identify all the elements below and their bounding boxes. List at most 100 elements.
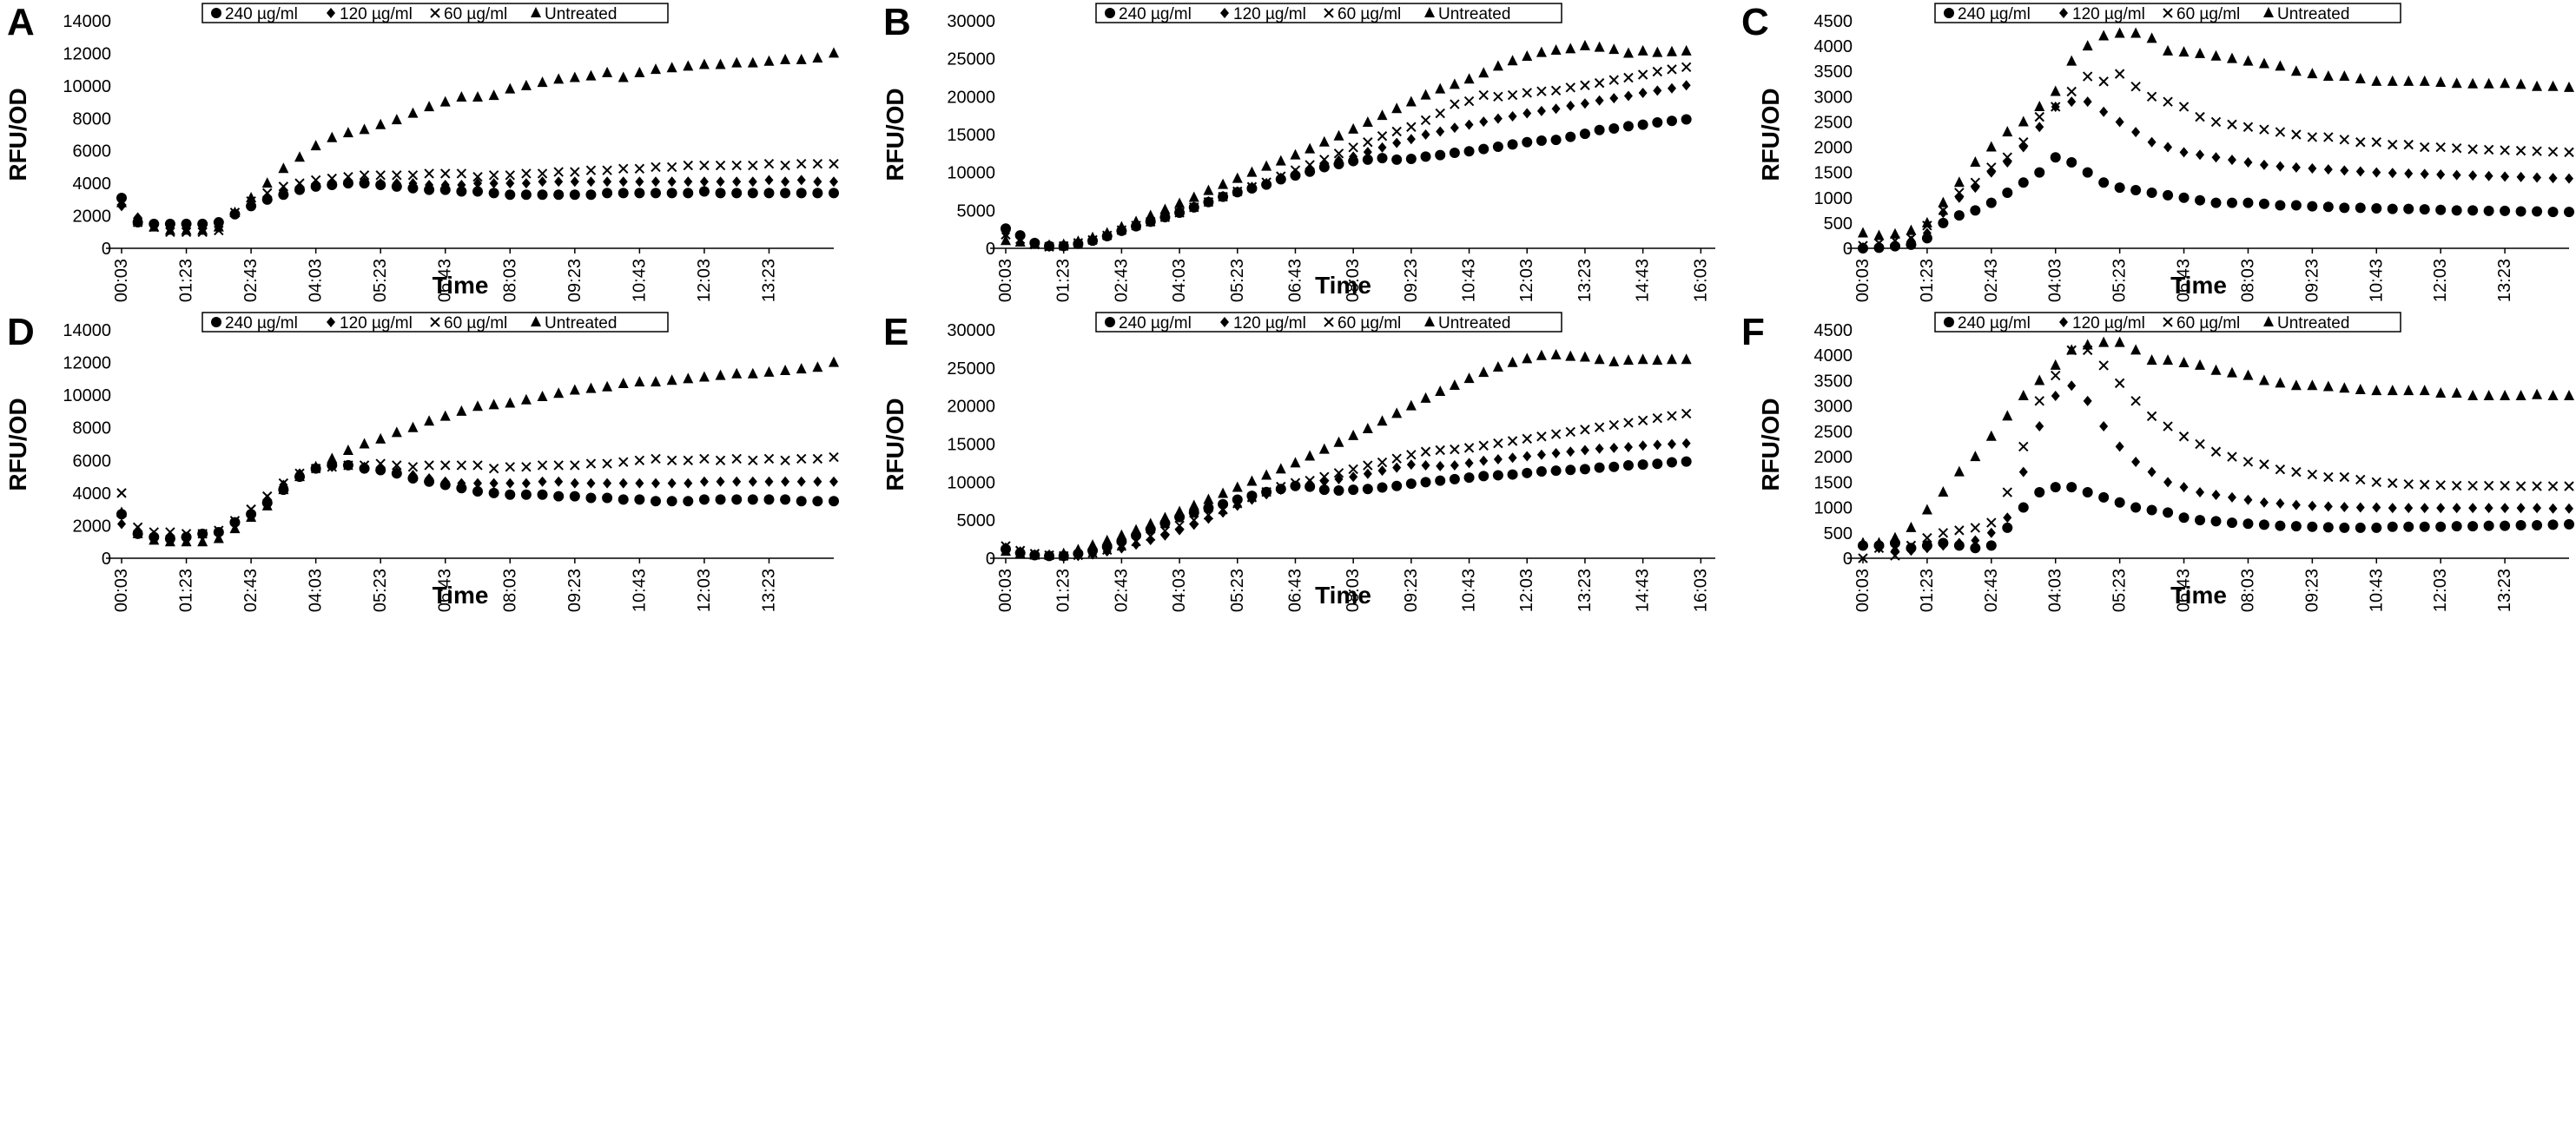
x-tick-label: 10:43 bbox=[2367, 569, 2386, 612]
data-point-triangle bbox=[310, 140, 321, 151]
data-point-circle bbox=[651, 496, 661, 507]
data-point-circle bbox=[780, 494, 791, 505]
data-point-circle bbox=[1478, 471, 1489, 482]
y-axis-title: RFU/OD bbox=[1757, 398, 1784, 491]
data-point-diamond bbox=[2355, 166, 2365, 177]
series-diamond bbox=[117, 175, 838, 234]
data-point-diamond bbox=[1623, 90, 1633, 102]
data-point-circle bbox=[1565, 464, 1576, 476]
data-point-cross bbox=[585, 458, 597, 470]
data-point-triangle bbox=[2210, 49, 2222, 61]
data-point-circle bbox=[2146, 187, 2157, 198]
data-point-diamond bbox=[2211, 489, 2221, 500]
data-point-diamond bbox=[1667, 438, 1676, 450]
data-point-diamond bbox=[684, 478, 693, 489]
x-tick-label: 12:03 bbox=[1517, 569, 1536, 612]
data-point-circle bbox=[618, 188, 629, 199]
data-point-diamond bbox=[2131, 456, 2141, 467]
data-point-circle bbox=[2322, 201, 2334, 213]
data-point-cross bbox=[2515, 481, 2526, 492]
data-point-triangle bbox=[1985, 430, 1997, 441]
data-point-diamond bbox=[2372, 167, 2381, 178]
chart-legend: 240 µg/ml 120 µg/ml 60 µg/ml Untreated bbox=[201, 3, 669, 23]
legend-label: 60 µg/ml bbox=[444, 5, 507, 23]
data-point-cross bbox=[666, 455, 677, 466]
series-diamond bbox=[117, 459, 838, 543]
y-tick-label: 0 bbox=[102, 550, 111, 569]
data-point-cross bbox=[424, 459, 435, 471]
data-point-circle bbox=[537, 489, 548, 500]
data-point-triangle bbox=[1507, 55, 1518, 66]
x-tick-label: 10:43 bbox=[630, 259, 649, 302]
data-point-triangle bbox=[2082, 339, 2093, 350]
data-point-triangle bbox=[2532, 388, 2543, 399]
data-point-cross bbox=[2290, 466, 2302, 478]
data-point-circle bbox=[634, 494, 645, 505]
data-point-circle bbox=[1435, 475, 1446, 486]
data-point-cross bbox=[1594, 422, 1605, 433]
legend-label: 240 µg/ml bbox=[1119, 314, 1192, 333]
x-tick-label: 13:23 bbox=[1575, 569, 1595, 612]
data-point-diamond bbox=[2099, 421, 2109, 432]
data-point-diamond bbox=[2003, 157, 2012, 168]
data-point-triangle bbox=[2050, 85, 2061, 96]
data-point-circle bbox=[2500, 205, 2511, 216]
data-point-circle bbox=[553, 491, 565, 502]
data-point-diamond bbox=[829, 476, 838, 487]
x-tick-label: 00:03 bbox=[996, 569, 1015, 612]
data-point-cross bbox=[1348, 142, 1359, 153]
data-point-cross bbox=[2547, 146, 2559, 157]
data-point-cross bbox=[2163, 96, 2174, 108]
data-point-triangle bbox=[1174, 505, 1186, 517]
data-point-circle bbox=[1405, 153, 1417, 164]
data-point-circle bbox=[1362, 484, 1373, 495]
data-point-cross bbox=[2435, 142, 2447, 153]
data-point-triangle bbox=[1637, 353, 1648, 365]
x-tick-label: 01:23 bbox=[1054, 569, 1073, 612]
data-point-cross bbox=[2322, 471, 2334, 483]
y-tick-label: 3500 bbox=[1814, 372, 1853, 391]
legend-label: 120 µg/ml bbox=[1233, 5, 1306, 23]
data-point-triangle bbox=[715, 58, 726, 69]
data-point-diamond bbox=[586, 478, 596, 489]
data-point-cross bbox=[812, 158, 823, 169]
data-point-triangle bbox=[2098, 336, 2110, 347]
data-point-circle bbox=[2210, 516, 2222, 527]
y-tick-label: 0 bbox=[1843, 240, 1853, 259]
data-point-cross bbox=[2339, 471, 2350, 483]
data-point-cross bbox=[1970, 522, 1981, 533]
data-point-circle bbox=[1507, 139, 1518, 150]
data-point-diamond bbox=[781, 176, 790, 188]
data-point-triangle bbox=[1305, 142, 1316, 154]
data-point-circle bbox=[634, 188, 645, 199]
data-point-triangle bbox=[294, 151, 305, 162]
data-point-cross bbox=[1492, 91, 1503, 102]
y-tick-label: 6000 bbox=[73, 451, 112, 471]
data-point-triangle bbox=[391, 426, 402, 438]
data-point-triangle bbox=[1305, 450, 1316, 461]
chart-panel-a: A 0 2000 4000 6000 8000 10000 12000 14000 00:03 01… bbox=[4, 1, 839, 302]
x-tick-label: 08:03 bbox=[1344, 259, 1363, 302]
data-point-triangle bbox=[1970, 156, 1981, 168]
y-tick-label: 8000 bbox=[73, 109, 112, 128]
y-axis-title: RFU/OD bbox=[4, 88, 31, 181]
data-point-circle bbox=[1333, 484, 1344, 496]
data-point-circle bbox=[2564, 207, 2574, 218]
data-point-triangle bbox=[2387, 385, 2398, 396]
data-point-diamond bbox=[1421, 129, 1430, 140]
data-point-triangle bbox=[618, 377, 629, 388]
data-point-triangle bbox=[2242, 55, 2254, 66]
data-point-triangle bbox=[1290, 148, 1301, 160]
data-point-cross bbox=[1985, 517, 1997, 529]
chart-legend: 240 µg/ml 120 µg/ml 60 µg/ml Untreated bbox=[1095, 3, 1562, 23]
data-point-diamond bbox=[813, 176, 822, 188]
data-point-circle bbox=[747, 494, 758, 505]
data-point-circle bbox=[2532, 520, 2543, 531]
data-point-circle bbox=[488, 487, 499, 498]
series-triangle bbox=[116, 47, 839, 235]
panel-letter: A bbox=[7, 1, 35, 43]
data-point-circle bbox=[1666, 457, 1677, 468]
data-point-triangle bbox=[1565, 43, 1576, 54]
y-tick-label: 0 bbox=[1843, 550, 1853, 569]
x-tick-label: 01:23 bbox=[177, 259, 196, 302]
